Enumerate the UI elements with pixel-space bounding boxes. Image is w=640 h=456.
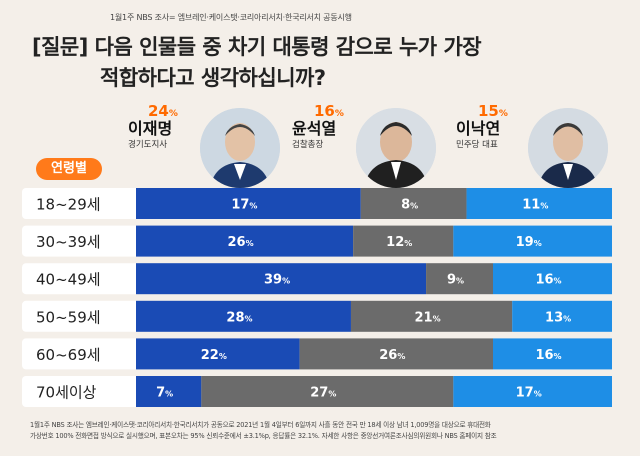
row-label: 30~39세 bbox=[36, 233, 101, 251]
candidate-photo-yoon-seok-youl bbox=[356, 108, 436, 188]
candidate-lee-jae-myung: 24% 이재명 경기도지사 bbox=[128, 102, 178, 150]
candidate-photo-lee-jae-myung bbox=[200, 108, 280, 188]
bar-segment bbox=[493, 263, 612, 295]
data-label: 28% bbox=[226, 310, 252, 325]
candidate-name: 윤석열 bbox=[292, 119, 337, 138]
bar-segment bbox=[453, 376, 612, 407]
row-label: 70세이상 bbox=[36, 384, 97, 402]
candidate-percent: 15% bbox=[478, 102, 508, 120]
data-label: 7% bbox=[156, 386, 173, 401]
candidate-role: 민주당 대표 bbox=[456, 140, 498, 150]
data-label: 17% bbox=[231, 198, 257, 213]
bar-segment bbox=[136, 188, 361, 219]
bar-segment bbox=[350, 300, 513, 332]
candidate-percent: 16% bbox=[314, 102, 344, 120]
row-label-bg bbox=[22, 188, 140, 219]
data-label: 16% bbox=[535, 273, 561, 288]
data-label: 22% bbox=[201, 348, 227, 363]
candidate-lee-nak-yon: 15% 이낙연 민주당 대표 bbox=[456, 102, 508, 150]
footnote: 1월1주 NBS 조사는 엠브레인·케이스탯·코리아리서치·한국리서치가 공동으… bbox=[30, 420, 620, 442]
data-label: 16% bbox=[535, 348, 561, 363]
candidate-role: 경기도지사 bbox=[128, 140, 168, 150]
candidate-photo-lee-nak-yon bbox=[528, 108, 608, 188]
bar-segment bbox=[426, 263, 493, 295]
bar-segment bbox=[493, 338, 612, 370]
candidate-name: 이재명 bbox=[128, 119, 173, 138]
candidate-yoon-seok-youl: 16% 윤석열 검찰총장 bbox=[292, 102, 344, 150]
row-label: 60~69세 bbox=[36, 346, 101, 364]
bar-segment bbox=[466, 188, 612, 219]
row-label: 50~59세 bbox=[36, 308, 101, 326]
age-group-label: 연령별 bbox=[36, 158, 102, 180]
bar-segment bbox=[136, 338, 300, 370]
data-label: 8% bbox=[401, 198, 418, 213]
bar-segment bbox=[136, 376, 202, 407]
data-label: 26% bbox=[228, 235, 254, 250]
bar-segment bbox=[512, 300, 612, 332]
data-label: 17% bbox=[516, 386, 542, 401]
bar-segment bbox=[453, 225, 612, 257]
question-line-2: 적합하다고 생각하십니까? bbox=[100, 66, 326, 90]
data-label: 26% bbox=[379, 348, 405, 363]
row-label: 40~49세 bbox=[36, 271, 101, 289]
question-title: [질문] 다음 인물들 중 차기 대통령 감으로 누가 가장 적합하다고 생각하… bbox=[32, 32, 632, 94]
bar-segment bbox=[353, 225, 454, 257]
data-label: 9% bbox=[447, 273, 464, 288]
data-label: 12% bbox=[386, 235, 412, 250]
row-label-bg bbox=[22, 263, 140, 295]
row-label-bg bbox=[22, 225, 140, 257]
data-label: 19% bbox=[516, 235, 542, 250]
footnote-line-2: 가상번호 100% 전화면접 방식으로 실시했으며, 표본오차는 95% 신뢰수… bbox=[30, 432, 497, 440]
source-note-top: 1월1주 NBS 조사= 엠브레인·케이스탯·코리아리서치·한국리서치 공동시행 bbox=[110, 13, 352, 22]
question-line-1: [질문] 다음 인물들 중 차기 대통령 감으로 누가 가장 bbox=[32, 35, 482, 59]
row-label: 18~29세 bbox=[36, 196, 101, 214]
data-label: 13% bbox=[545, 310, 571, 325]
row-label-bg bbox=[22, 338, 140, 370]
data-label: 11% bbox=[522, 198, 548, 213]
bar-segment bbox=[136, 300, 351, 332]
bar-segment bbox=[299, 338, 493, 370]
bar-segment bbox=[136, 263, 427, 295]
candidate-role: 검찰총장 bbox=[292, 140, 324, 150]
row-label-bg bbox=[22, 300, 140, 332]
bar-segment bbox=[201, 376, 454, 407]
data-label: 39% bbox=[264, 273, 290, 288]
candidate-percent: 24% bbox=[148, 102, 178, 120]
bar-segment bbox=[360, 188, 467, 219]
bar-segment bbox=[136, 225, 354, 257]
row-label-bg bbox=[22, 376, 140, 407]
data-label: 21% bbox=[415, 310, 441, 325]
footnote-line-1: 1월1주 NBS 조사는 엠브레인·케이스탯·코리아리서치·한국리서치가 공동으… bbox=[30, 421, 491, 429]
data-label: 27% bbox=[310, 386, 336, 401]
candidate-name: 이낙연 bbox=[456, 119, 501, 138]
